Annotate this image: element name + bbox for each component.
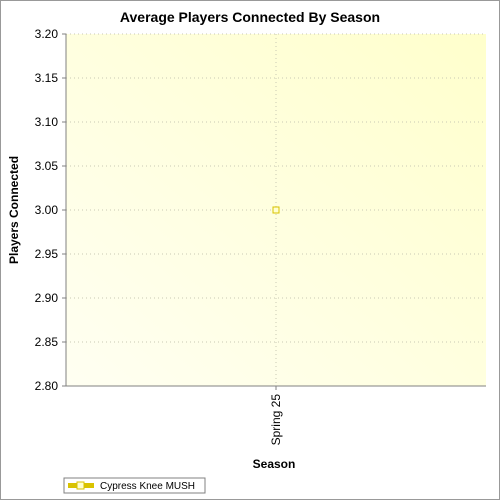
y-tick-label: 2.85 [35,335,59,349]
y-tick-label: 3.20 [35,27,59,41]
x-axis-label: Season [253,457,296,471]
y-tick-label: 3.00 [35,203,59,217]
legend-box [63,477,206,494]
chart-title: Average Players Connected By Season [120,9,380,25]
y-axis-ticks: 2.80 2.85 2.90 2.95 3.00 3.05 3.10 3.15 3.20 [35,27,66,393]
x-axis-ticks: Spring 25 [269,386,283,445]
y-tick-label: 2.95 [35,247,59,261]
data-point [272,206,280,214]
y-tick-label: 3.05 [35,159,59,173]
y-tick-label: 3.10 [35,115,59,129]
y-tick-label: 2.80 [35,379,59,393]
legend: Cypress Knee MUSH [63,477,206,494]
y-tick-label: 2.90 [35,291,59,305]
y-tick-label: 3.15 [35,71,59,85]
y-axis-label: Players Connected [7,156,21,264]
legend-entry-cypress-knee-mush: Cypress Knee MUSH [100,481,195,492]
x-tick-label: Spring 25 [269,394,283,446]
legend-marker [76,481,85,490]
series-layer [272,206,280,214]
